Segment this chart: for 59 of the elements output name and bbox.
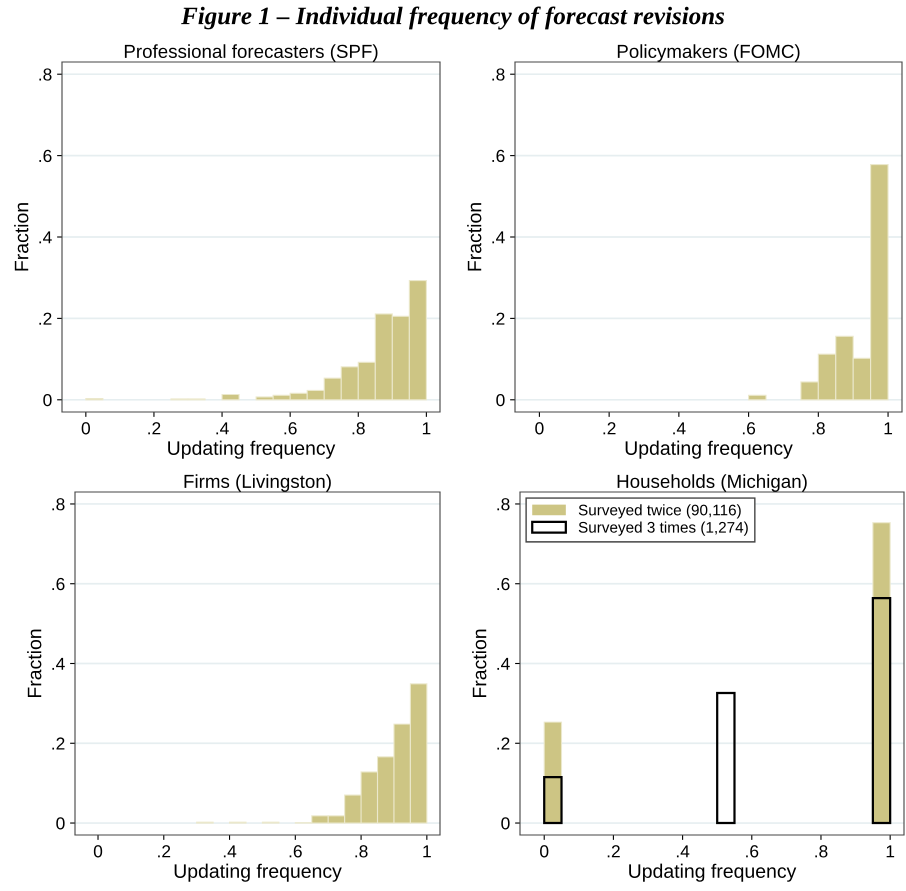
x-tick-label: 0 [535,422,544,434]
y-axis-title: Fraction [27,630,42,698]
y-tick-label: 0 [43,394,52,406]
y-tick-label: .8 [492,68,505,81]
x-tick-label: .6 [290,845,302,858]
x-tick-label: .4 [676,845,690,858]
y-tick-label: .6 [497,578,510,590]
x-tick-label: 1 [422,422,430,434]
x-tick-label: .8 [355,845,368,858]
x-axis-title: Updating frequency [626,440,793,459]
chart-title: Households (Michigan) [618,474,807,492]
chart-title: Policymakers (FOMC) [618,44,800,62]
x-tick-label: .8 [812,422,825,434]
x-tick-label: 1 [886,845,894,858]
x-tick-label: 1 [423,845,431,858]
y-tick-label: .2 [492,312,504,325]
y-tick-label: .4 [497,658,510,670]
y-tick-label: 0 [56,817,65,830]
y-tick-label: 0 [501,817,510,830]
caption: Figure 1 – Individual frequency of forecast revisions [181,6,724,30]
y-axis-title: Fraction [467,203,482,271]
y-tick-label: .2 [52,737,64,750]
legend-label: Surveyed twice (90,116) [578,504,741,518]
y-axis-title: Fraction [14,203,28,271]
x-tick-label: .8 [352,422,365,434]
y-tick-label: .4 [492,231,505,244]
x-axis-title: Updating frequency [168,440,336,459]
y-tick-label: .6 [492,150,505,162]
y-tick-label: .4 [52,658,65,670]
y-tick-label: 0 [496,394,505,406]
y-tick-label: .2 [497,737,510,750]
x-tick-label: .6 [742,422,756,434]
x-tick-label: .2 [608,845,620,858]
x-tick-label: .4 [224,845,236,858]
y-tick-label: .8 [52,498,65,510]
x-tick-label: .6 [284,422,297,434]
chart-title: Professional forecasters (SPF) [124,44,378,62]
y-axis-title: Fraction [472,630,486,698]
x-tick-label: .2 [158,845,170,858]
chart-title: Firms (Livingston) [184,474,331,492]
x-tick-label: .2 [148,422,160,434]
x-tick-label: .6 [746,845,758,858]
x-axis-title: Updating frequency [629,864,796,882]
x-tick-label: 1 [884,422,892,434]
y-tick-label: .8 [39,68,52,81]
x-tick-label: .8 [815,845,828,858]
x-tick-label: 0 [94,845,102,858]
y-tick-label: .2 [39,312,52,325]
y-tick-label: .4 [39,231,52,244]
y-tick-label: .8 [497,498,510,510]
x-axis-title: Updating frequency [174,864,342,882]
y-tick-label: .6 [52,578,65,590]
legend-label: Surveyed 3 times (1,274) [578,522,748,536]
x-tick-label: 0 [540,845,548,858]
x-tick-label: 0 [82,422,90,434]
x-tick-label: .2 [603,422,616,434]
y-tick-label: .6 [39,150,52,162]
x-tick-label: .4 [673,422,686,434]
x-tick-label: .4 [216,422,229,434]
